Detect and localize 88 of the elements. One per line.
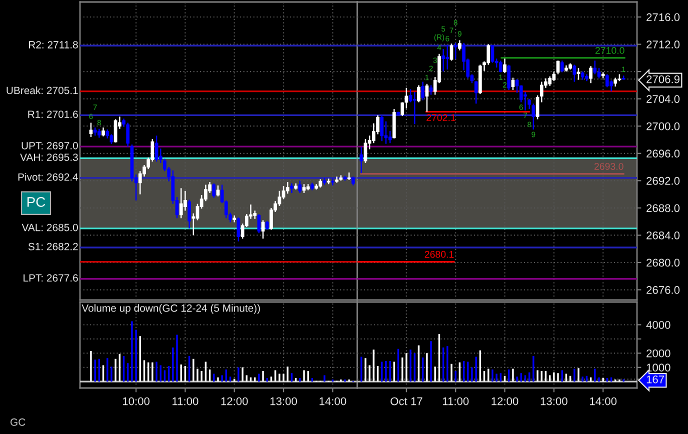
- candlestick: [388, 130, 392, 144]
- series-label: 2693.0: [594, 162, 624, 170]
- candlestick: [404, 87, 408, 110]
- y-tick-label: 2688.0: [646, 204, 680, 212]
- ref-line-label: UBreak: 2705.1: [6, 86, 78, 94]
- x-tick-label: 14:00: [320, 397, 346, 406]
- candlestick: [442, 48, 445, 72]
- candlestick: [536, 94, 540, 120]
- candlestick: [572, 64, 576, 82]
- ref-line-label: R2: 2711.8: [29, 41, 78, 48]
- candlestick: [278, 190, 282, 207]
- candlestick: [412, 91, 416, 125]
- ref-line-label: VAH: 2695.3: [20, 154, 78, 161]
- ref-line-label: S1: 2682.2: [28, 242, 78, 250]
- y-tick-label: 2700.0: [646, 122, 680, 130]
- x-tick-label: 13:00: [540, 397, 568, 406]
- candlestick: [212, 182, 216, 198]
- candlestick: [126, 122, 130, 148]
- ref-line-label: Pivot: 2692.4: [18, 173, 78, 181]
- candlestick: [417, 84, 420, 103]
- x-tick-label: 11:00: [172, 397, 198, 406]
- x-tick-label: 14:00: [590, 397, 617, 406]
- y-tick-label: 167: [646, 375, 664, 384]
- candlestick: [408, 88, 412, 103]
- candlestick: [458, 40, 462, 52]
- candlestick: [511, 77, 515, 91]
- y-tick-label: 2000: [646, 349, 670, 358]
- x-tick-label: 13:00: [270, 397, 297, 406]
- candlestick: [490, 44, 494, 64]
- y-tick-label: 2680.0: [646, 258, 680, 267]
- x-tick-label: 11:00: [442, 397, 469, 406]
- candlestick: [110, 134, 114, 144]
- candlestick: [589, 65, 592, 84]
- candlestick: [503, 58, 506, 74]
- candlestick: [425, 83, 429, 112]
- candlestick: [450, 42, 454, 62]
- candlestick: [560, 60, 564, 73]
- y-tick-label: 2704.0: [646, 95, 680, 103]
- y-tick-label: 2676.0: [646, 286, 680, 294]
- candlestick: [179, 188, 183, 219]
- candlestick: [257, 213, 261, 234]
- series-label: 2710.0: [595, 47, 624, 54]
- series-label: 2702.1: [426, 114, 456, 122]
- ref-line-label: UPT: 2697.0: [22, 142, 78, 150]
- candlestick: [360, 146, 364, 174]
- candlestick: [290, 182, 294, 194]
- candlestick: [188, 199, 191, 230]
- candlestick: [114, 118, 118, 144]
- candlestick: [540, 81, 544, 103]
- y-tick-label: 2716.0: [646, 13, 680, 22]
- ref-line-label: LPT: 2677.6: [24, 274, 78, 282]
- candlestick: [216, 184, 220, 197]
- candlestick: [532, 102, 536, 130]
- candlestick: [298, 180, 302, 194]
- x-tick-label: 12:00: [492, 397, 518, 406]
- y-tick-label: 2706.9: [646, 75, 680, 84]
- candlestick: [548, 76, 552, 86]
- candlestick: [154, 135, 158, 162]
- y-tick-label: 4000: [646, 321, 670, 329]
- x-tick-label: 12:00: [221, 397, 248, 406]
- candlestick: [593, 60, 597, 75]
- y-tick-label: 2692.0: [646, 176, 680, 185]
- y-tick-label: 2684.0: [646, 231, 680, 240]
- candlestick: [286, 181, 290, 194]
- y-tick-label: 1000: [646, 364, 670, 372]
- candlestick: [454, 42, 458, 60]
- y-tick-label: 2712.0: [646, 40, 680, 48]
- x-tick-label: Oct 17: [390, 397, 422, 406]
- candlestick: [331, 178, 334, 186]
- ref-line-label: R1: 2701.6: [28, 110, 78, 118]
- candlestick: [364, 138, 368, 164]
- candlestick: [507, 64, 511, 91]
- text: GC: [10, 418, 26, 426]
- candlestick: [380, 114, 384, 142]
- candlestick: [400, 102, 404, 117]
- x-tick-label: 10:00: [122, 397, 150, 406]
- text: PC: [27, 197, 46, 207]
- ref-line-label: VAL: 2685.0: [22, 224, 78, 232]
- candlestick: [605, 74, 609, 88]
- series-label: 2680.1: [424, 250, 454, 258]
- chart-title: Volume up down(GC 12-24 (5 Minute)): [82, 304, 260, 314]
- candlestick: [552, 70, 556, 82]
- candlestick: [236, 216, 240, 242]
- y-tick-label: 2696.0: [646, 150, 680, 158]
- candlestick: [474, 80, 478, 104]
- candlestick: [446, 44, 450, 70]
- candlestick: [421, 81, 424, 101]
- candlestick: [384, 120, 388, 144]
